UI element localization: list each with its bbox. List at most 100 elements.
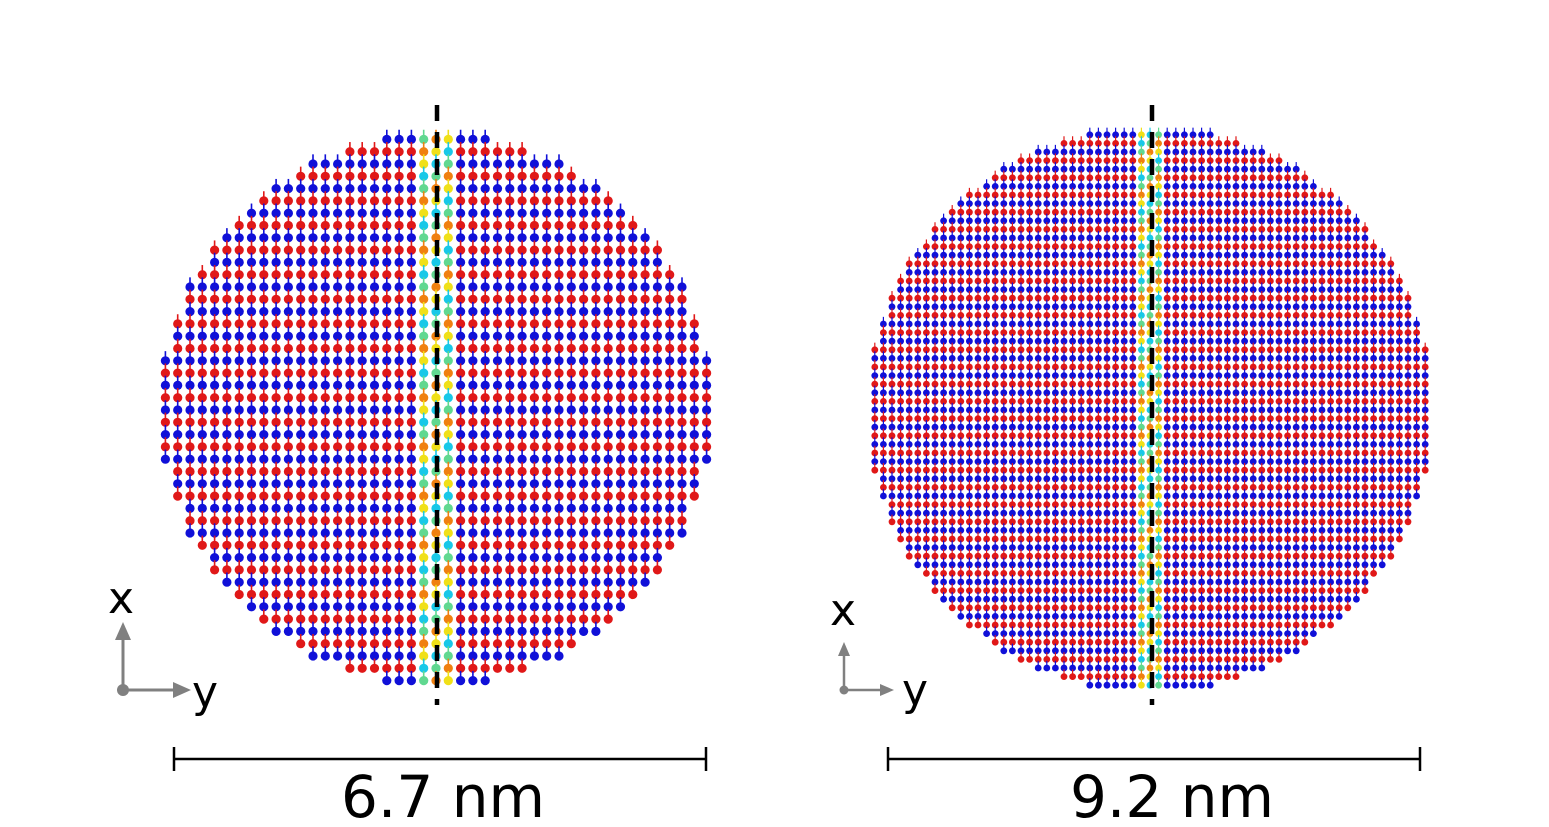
- spin-site: [456, 134, 466, 144]
- spin-site: [382, 430, 392, 440]
- spin-site: [591, 294, 601, 304]
- spin-site: [419, 282, 429, 292]
- spin-site: [579, 430, 589, 440]
- spin-site: [333, 343, 343, 354]
- spin-site: [689, 368, 699, 378]
- spin-site: [382, 282, 392, 292]
- spin-site: [394, 208, 404, 218]
- spin-site: [517, 356, 527, 366]
- scale-bar-label: 6.7 nm: [341, 763, 545, 827]
- spin-site: [333, 282, 343, 292]
- spin-site: [677, 356, 687, 366]
- spin-site: [419, 294, 429, 304]
- spin-site: [443, 171, 453, 181]
- spin-site: [591, 343, 601, 354]
- spin-site: [246, 393, 257, 403]
- spin-site: [406, 171, 416, 181]
- spin-site: [456, 294, 466, 304]
- spin-site: [566, 368, 576, 378]
- spin-site: [603, 319, 613, 329]
- spin-site: [394, 380, 404, 390]
- spin-site: [345, 405, 355, 415]
- spin-site: [431, 282, 441, 292]
- spin-site: [529, 270, 540, 280]
- spin-site: [652, 270, 663, 280]
- spin-site: [222, 405, 232, 415]
- spin-site: [406, 466, 416, 477]
- spin-site: [529, 294, 540, 304]
- spin-site: [443, 380, 453, 390]
- spin-site: [480, 466, 490, 477]
- spin-site: [615, 257, 626, 267]
- spin-site: [406, 134, 416, 144]
- spin-site: [579, 368, 589, 378]
- spin-site: [665, 282, 675, 292]
- spin-site: [456, 159, 466, 169]
- spin-site: [640, 245, 650, 255]
- spin-site: [591, 319, 601, 329]
- spin-site: [345, 466, 355, 477]
- spin-site: [394, 307, 404, 317]
- spin-site: [689, 393, 699, 403]
- spin-site: [185, 405, 195, 415]
- spin-site: [492, 466, 503, 477]
- spin-site: [456, 208, 466, 218]
- spin-site: [652, 257, 663, 267]
- spin-site: [640, 417, 650, 427]
- spin-site: [419, 208, 429, 218]
- spin-site: [382, 393, 392, 403]
- spin-site: [320, 282, 330, 292]
- spin-site: [271, 380, 281, 390]
- spin-site: [517, 196, 527, 206]
- spin-site: [652, 417, 663, 427]
- spin-site: [443, 196, 453, 206]
- spin-site: [615, 282, 626, 292]
- spin-site: [419, 270, 429, 280]
- spin-site: [357, 159, 367, 169]
- spin-site: [382, 319, 392, 329]
- spin-site: [271, 430, 281, 440]
- spin-site: [259, 319, 269, 329]
- spin-site: [456, 270, 466, 280]
- spin-site: [394, 430, 404, 440]
- spin-site: [406, 307, 416, 317]
- spin-site: [529, 159, 540, 169]
- spin-site: [197, 454, 207, 464]
- spin-site: [185, 368, 195, 378]
- spin-site: [517, 159, 527, 169]
- spin-site: [369, 147, 380, 157]
- spin-site: [517, 307, 527, 317]
- spin-site: [652, 319, 663, 329]
- spin-site: [505, 245, 515, 255]
- spin-site: [492, 282, 503, 292]
- spin-site: [271, 208, 281, 218]
- spin-site: [492, 147, 503, 157]
- spin-site: [345, 171, 355, 181]
- spin-site: [505, 454, 515, 464]
- spin-site: [492, 159, 503, 169]
- spin-site: [640, 270, 650, 280]
- spin-site: [554, 651, 564, 661]
- spin-site: [677, 466, 687, 477]
- spin-site: [333, 454, 343, 464]
- spin-site: [689, 442, 699, 452]
- spin-site: [615, 466, 626, 477]
- spin-site: [566, 270, 576, 280]
- spin-site: [259, 220, 269, 231]
- spin-site: [382, 676, 392, 686]
- spin-site: [283, 331, 293, 341]
- spin-site: [406, 196, 416, 206]
- spin-site: [271, 294, 281, 304]
- spin-site: [160, 380, 170, 390]
- spin-site: [603, 196, 613, 206]
- spin-site: [615, 343, 626, 354]
- spin-site: [333, 380, 343, 390]
- spin-site: [517, 270, 527, 280]
- spin-site: [591, 405, 601, 415]
- spin-site: [222, 319, 232, 329]
- spin-site: [357, 171, 367, 181]
- spin-site: [492, 663, 503, 673]
- spin-site: [173, 331, 183, 341]
- spin-site: [566, 380, 576, 390]
